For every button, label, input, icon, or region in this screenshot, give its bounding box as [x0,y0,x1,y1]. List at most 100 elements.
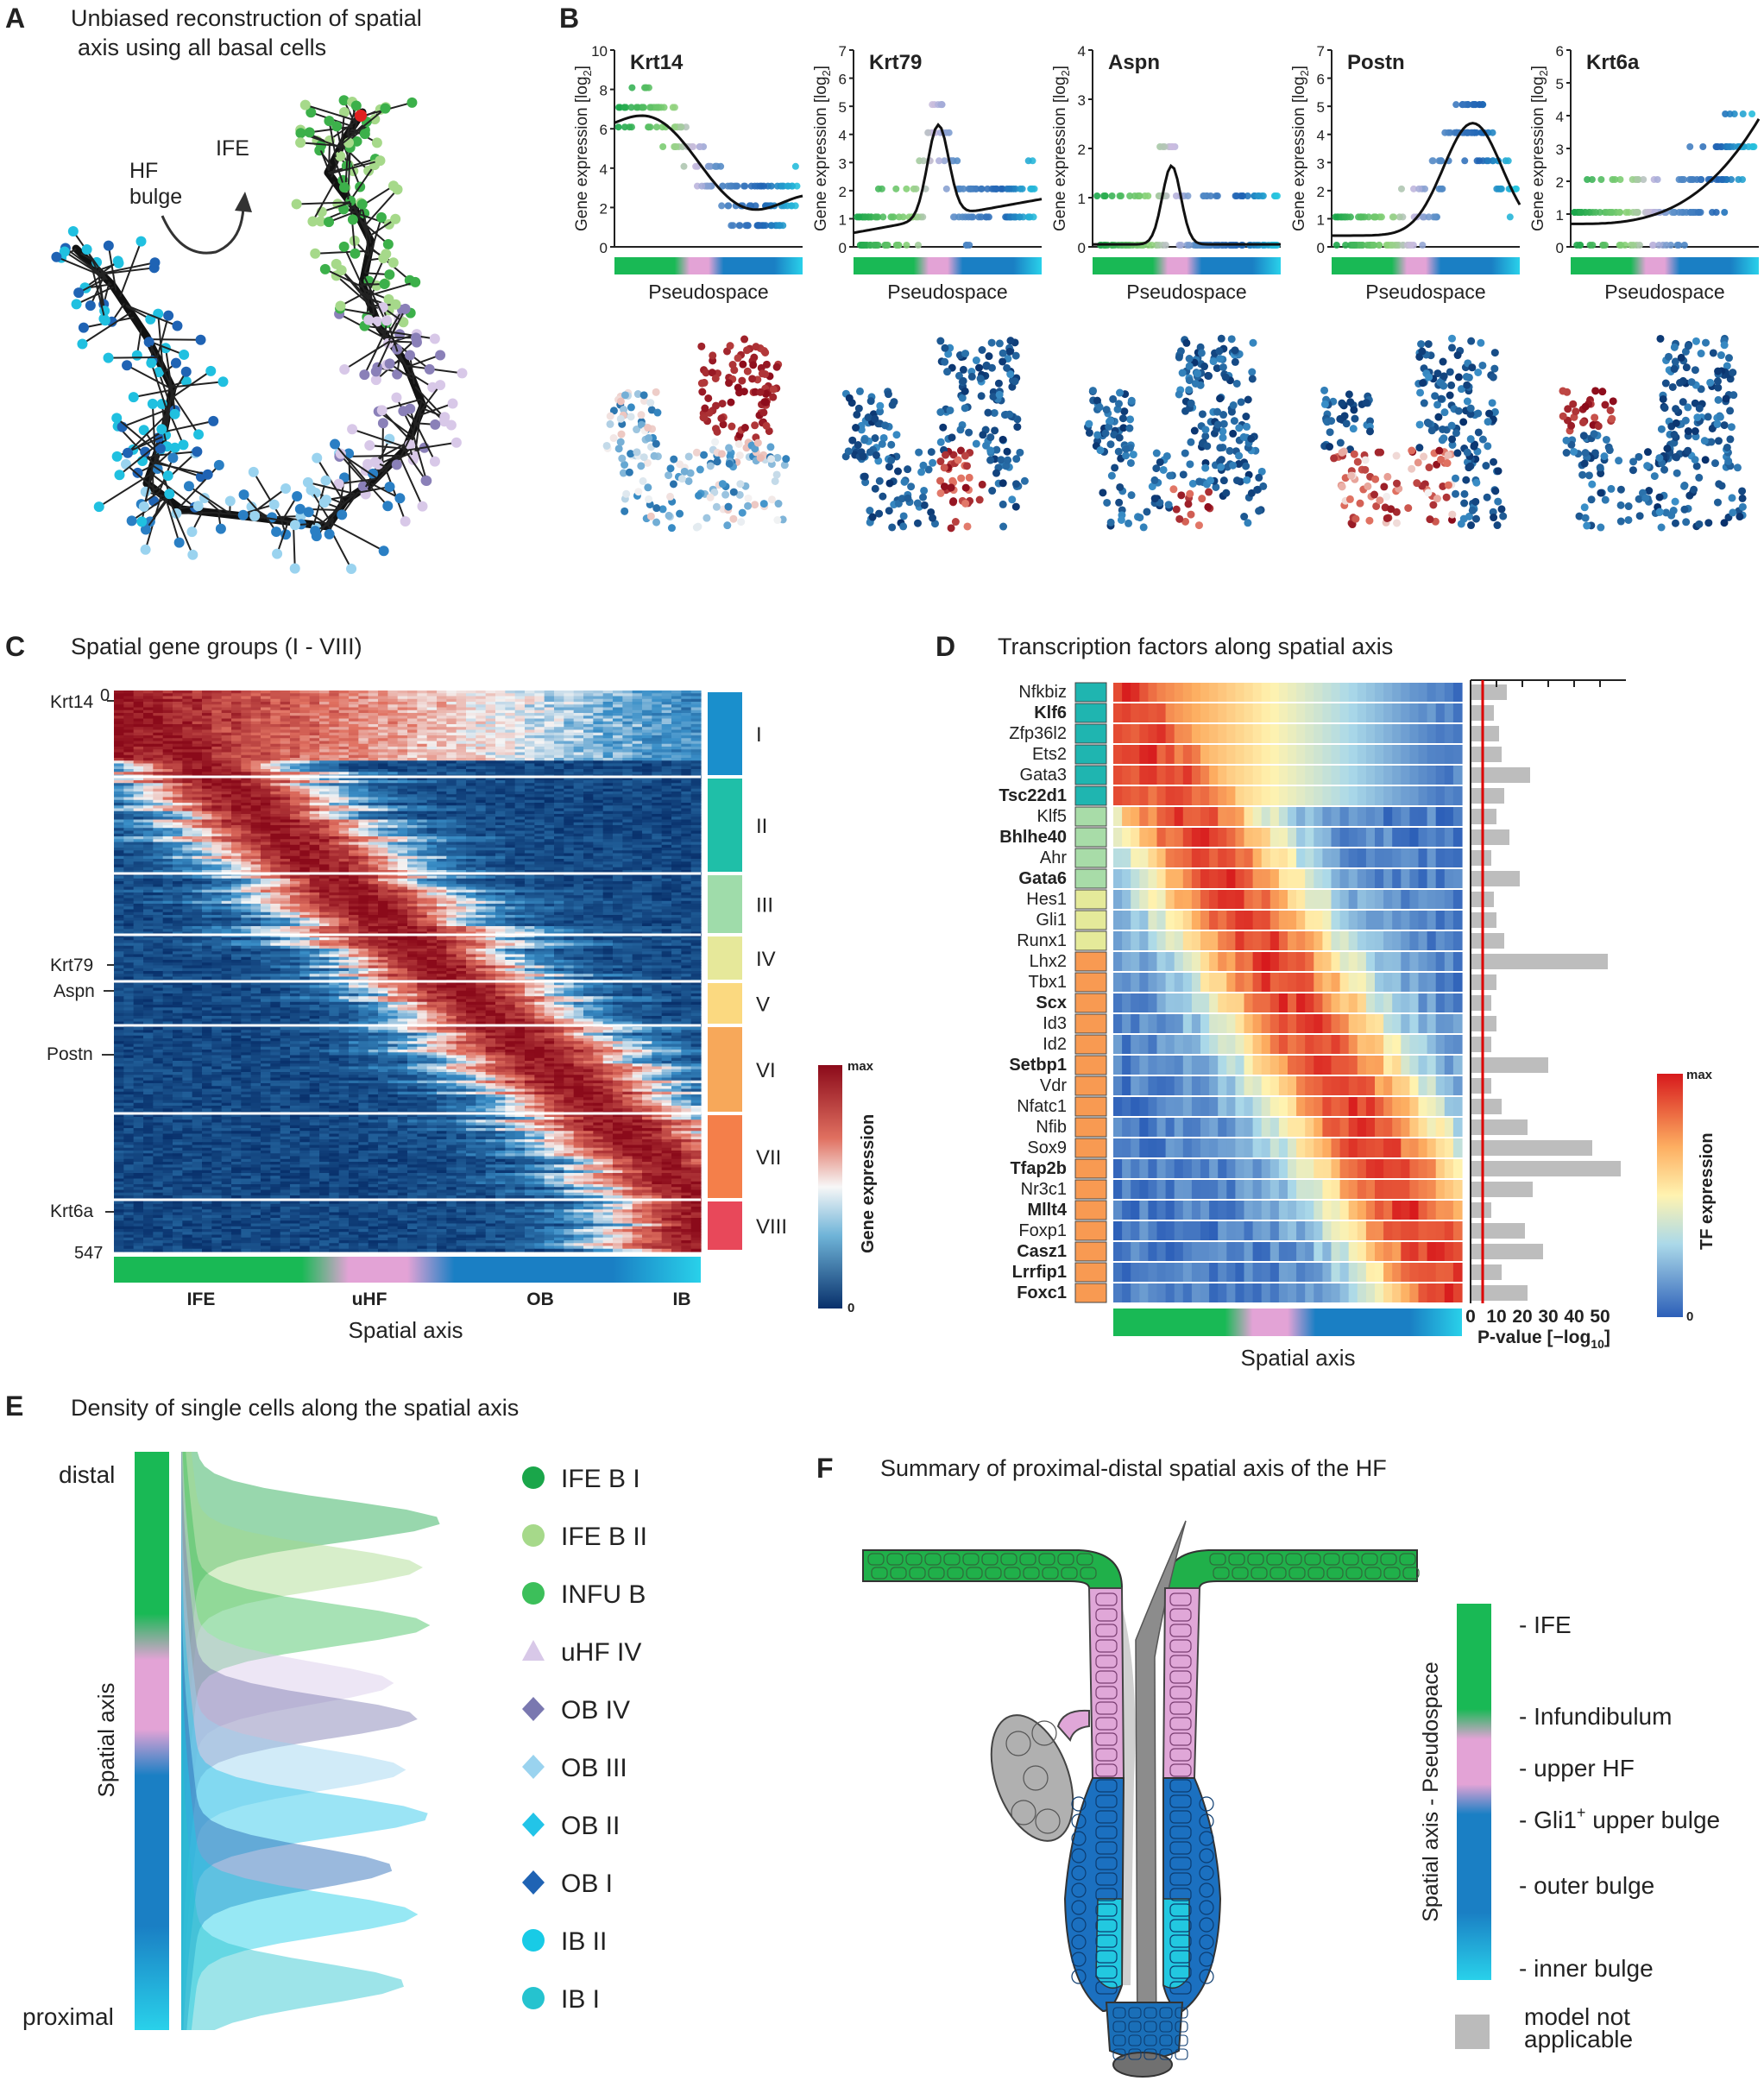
tree-node [140,446,151,457]
tree-node [73,287,85,299]
map-cell [616,414,625,423]
tree-node [435,350,446,361]
map-cell [1451,474,1459,482]
expression-point [1694,209,1702,216]
tree-node [299,99,311,110]
map-cell [680,467,689,476]
tree-node [291,199,302,210]
map-cell [1184,500,1193,508]
tree-branch [404,449,427,482]
map-cell [1229,429,1238,438]
tree-branch [356,212,390,225]
map-cell [1380,482,1389,491]
expression-point [633,104,640,111]
tree-node [143,337,154,348]
tree-branch [346,105,357,136]
map-cell [1488,399,1496,407]
map-cell [1109,394,1118,403]
tree-branch [157,313,164,369]
map-cell [1607,484,1616,493]
tree-branch [409,401,423,445]
plot-tick-label: 2 [839,184,847,200]
map-cell [1655,508,1664,516]
map-cell [751,501,759,509]
expression-point [1654,176,1661,183]
tree-branch [347,147,351,200]
expression-point [887,213,895,221]
expression-point [936,157,943,165]
expression-point [1461,157,1469,165]
expression-point [696,143,703,150]
tree-node [406,97,418,108]
map-cell [1726,407,1735,415]
map-cell [1581,402,1590,411]
tree-root-node [355,110,367,122]
expression-point [682,123,690,131]
tree-node [154,443,166,454]
map-cell [1185,376,1194,385]
tree-branch [107,245,117,291]
map-cell [947,483,955,492]
map-cell [1417,340,1426,349]
map-cell [1736,513,1744,521]
map-cell [986,446,995,455]
map-cell [736,480,745,489]
map-cell [645,433,653,442]
tree-node [330,438,341,450]
tree-branch [351,428,406,449]
map-cell [1564,405,1572,413]
map-cell [639,476,647,485]
map-cell [879,492,887,501]
map-cell [606,412,614,420]
tree-branch [168,500,194,556]
expression-point [1735,176,1742,183]
plot-tick-label: 1 [1317,211,1325,228]
plot-tick-label: 5 [1556,76,1564,92]
expression-point [1578,209,1585,216]
map-cell [1562,436,1571,445]
tree-node [248,466,259,477]
map-cell [994,379,1003,388]
map-cell [1185,355,1194,363]
map-cell [1006,337,1015,345]
tree-branch [349,164,375,203]
tree-branch [340,269,372,307]
map-cell [1490,349,1499,357]
map-cell [1439,357,1447,366]
tree-branch [90,263,106,321]
expression-point [1484,157,1492,165]
map-cell [1714,395,1723,404]
map-cell [1408,446,1416,455]
expression-point [967,185,974,192]
tree-node [324,217,335,228]
map-cell [1093,431,1102,439]
map-cell [1152,449,1161,457]
tree-node [371,137,382,148]
map-cell [1670,431,1679,439]
map-cell [1446,391,1454,400]
tree-node [346,564,357,575]
plot-tick-label: 8 [600,83,608,99]
map-cell [706,462,715,470]
expression-point [1419,242,1427,249]
map-cell [1387,505,1395,514]
map-cell [1609,397,1617,406]
expression-point [977,185,985,192]
tree-branch [406,354,441,369]
tree-node [292,490,303,501]
map-cell [1656,334,1665,343]
tree-node [398,317,409,328]
map-cell [695,491,703,500]
map-cell [1345,390,1353,399]
map-cell [743,367,752,375]
tree-node [224,495,236,507]
map-cell [967,372,976,381]
expression-point [690,143,697,150]
map-cell [936,489,945,497]
plot-tick-label: 0 [1556,240,1564,256]
expression-point [1389,213,1396,221]
map-cell [995,390,1004,399]
expression-point [892,242,900,249]
tree-branch [125,304,178,327]
map-cell [739,360,747,369]
